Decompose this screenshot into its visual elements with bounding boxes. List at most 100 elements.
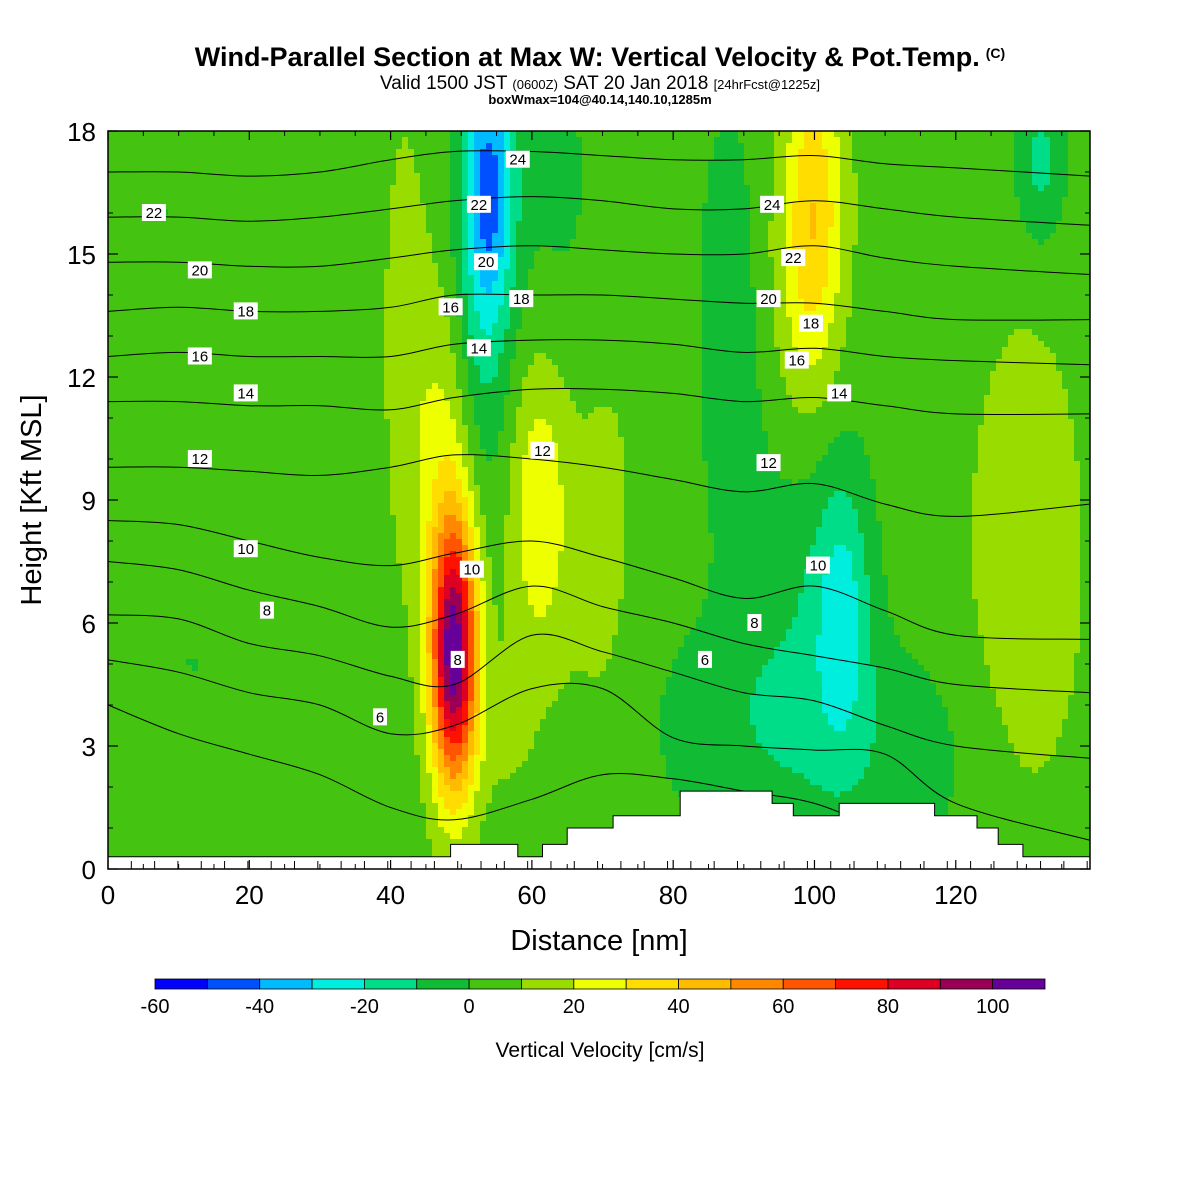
- w-cell: [108, 131, 115, 138]
- w-cell: [306, 137, 313, 144]
- w-cell: [468, 131, 475, 138]
- w-cell: [1008, 215, 1015, 222]
- w-cell: [702, 257, 709, 264]
- w-cell: [570, 299, 577, 306]
- w-cell: [474, 299, 481, 306]
- w-cell: [906, 179, 913, 186]
- w-cell: [936, 161, 943, 168]
- w-cell: [972, 227, 979, 234]
- w-cell: [228, 161, 235, 168]
- w-cell: [552, 131, 559, 138]
- w-cell: [876, 227, 883, 234]
- w-cell: [846, 143, 853, 150]
- w-cell: [1086, 221, 1090, 228]
- w-cell: [762, 149, 769, 156]
- w-cell: [168, 293, 175, 300]
- w-cell: [462, 227, 469, 234]
- w-cell: [522, 221, 529, 228]
- w-cell: [1086, 257, 1090, 264]
- w-cell: [588, 287, 595, 294]
- w-cell: [672, 299, 679, 306]
- w-cell: [852, 209, 859, 216]
- w-cell: [396, 167, 403, 174]
- w-cell: [1086, 215, 1090, 222]
- w-cell: [234, 137, 241, 144]
- w-cell: [222, 251, 229, 258]
- w-cell: [408, 161, 415, 168]
- w-cell: [582, 167, 589, 174]
- w-cell: [450, 185, 457, 192]
- w-cell: [486, 149, 493, 156]
- w-cell: [354, 245, 361, 252]
- w-cell: [852, 167, 859, 174]
- w-cell: [246, 233, 253, 240]
- w-cell: [414, 311, 421, 318]
- w-cell: [972, 281, 979, 288]
- w-cell: [690, 299, 697, 306]
- w-cell: [162, 311, 169, 318]
- w-cell: [504, 191, 511, 198]
- w-cell: [330, 293, 337, 300]
- w-cell: [666, 305, 673, 312]
- w-cell: [930, 281, 937, 288]
- w-cell: [210, 179, 217, 186]
- w-cell: [996, 293, 1003, 300]
- w-cell: [570, 269, 577, 276]
- w-cell: [210, 209, 217, 216]
- w-cell: [954, 245, 961, 252]
- w-cell: [594, 149, 601, 156]
- w-cell: [672, 143, 679, 150]
- w-cell: [456, 137, 463, 144]
- w-cell: [546, 137, 553, 144]
- w-cell: [156, 299, 163, 306]
- w-cell: [546, 161, 553, 168]
- w-cell: [972, 299, 979, 306]
- w-cell: [1014, 227, 1021, 234]
- w-cell: [366, 179, 373, 186]
- w-cell: [534, 161, 541, 168]
- w-cell: [612, 137, 619, 144]
- w-cell: [384, 233, 391, 240]
- w-cell: [594, 221, 601, 228]
- w-cell: [552, 179, 559, 186]
- w-cell: [876, 191, 883, 198]
- w-cell: [570, 215, 577, 222]
- w-cell: [402, 239, 409, 246]
- w-cell: [798, 233, 805, 240]
- w-cell: [612, 269, 619, 276]
- w-cell: [1074, 227, 1081, 234]
- w-cell: [750, 173, 757, 180]
- w-cell: [354, 239, 361, 246]
- w-cell: [678, 239, 685, 246]
- w-cell: [288, 179, 295, 186]
- w-cell: [156, 269, 163, 276]
- w-cell: [1038, 137, 1045, 144]
- w-cell: [822, 263, 829, 270]
- w-cell: [792, 179, 799, 186]
- w-cell: [798, 269, 805, 276]
- w-cell: [900, 239, 907, 246]
- w-cell: [690, 257, 697, 264]
- w-cell: [960, 143, 967, 150]
- w-cell: [522, 191, 529, 198]
- w-cell: [426, 245, 433, 252]
- w-cell: [330, 209, 337, 216]
- w-cell: [114, 257, 121, 264]
- w-cell: [150, 245, 157, 252]
- w-cell: [876, 137, 883, 144]
- w-cell: [882, 221, 889, 228]
- w-cell: [756, 203, 763, 210]
- w-cell: [984, 131, 991, 138]
- w-cell: [786, 209, 793, 216]
- w-cell: [390, 191, 397, 198]
- w-cell: [438, 197, 445, 204]
- w-cell: [1002, 161, 1009, 168]
- w-cell: [660, 293, 667, 300]
- w-cell: [912, 143, 919, 150]
- w-cell: [1020, 173, 1027, 180]
- w-cell: [654, 143, 661, 150]
- w-cell: [480, 167, 487, 174]
- w-cell: [1056, 203, 1063, 210]
- w-cell: [882, 251, 889, 258]
- w-cell: [690, 137, 697, 144]
